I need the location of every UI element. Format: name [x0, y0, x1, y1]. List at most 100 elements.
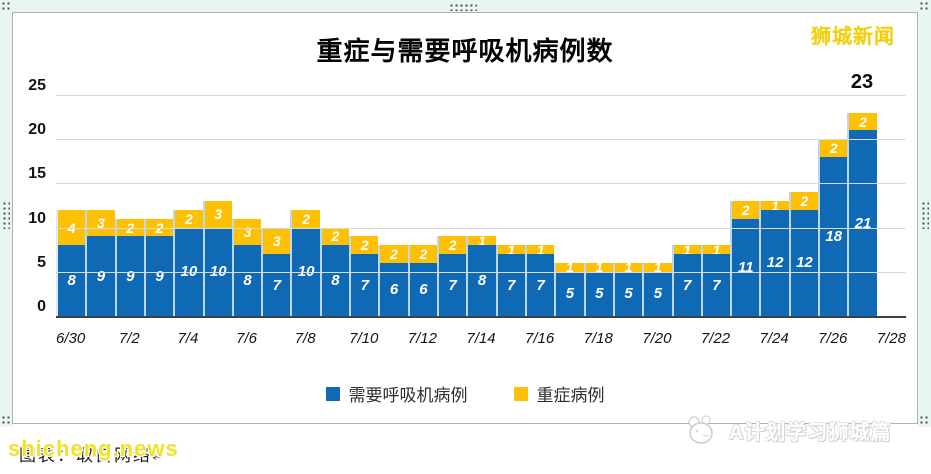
- bar-segment-severe: 3: [233, 218, 262, 246]
- legend-label-ventilator: 需要呼吸机病例: [348, 386, 468, 405]
- gridline: [56, 139, 906, 141]
- bar-segment-ventilator: 10: [204, 227, 232, 316]
- bar-segment-severe: 1: [468, 236, 496, 246]
- channel-watermark: A计划学习狮城篇: [729, 421, 892, 444]
- y-axis-tick-label: 20: [28, 121, 46, 139]
- x-axis-tick-label: 7/22: [700, 330, 731, 347]
- bar-segment-ventilator: 5: [614, 271, 643, 316]
- bar-segment-severe: 3: [87, 209, 115, 237]
- bar-segment-severe: 2: [439, 236, 467, 255]
- bar-segment-severe: 2: [732, 201, 760, 219]
- bar-segment-severe: 1: [761, 201, 789, 210]
- bar-segment-severe: 3: [263, 227, 291, 255]
- bar-segment-ventilator: 7: [526, 254, 555, 316]
- bar-segment-ventilator: 9: [116, 236, 144, 316]
- bar-segment-ventilator: 7: [351, 254, 379, 316]
- bar-segment-severe: 2: [409, 245, 438, 263]
- bar-segment-severe: 2: [175, 209, 203, 228]
- x-axis-tick-label: 7/20: [642, 330, 672, 347]
- bar-segment-ventilator: 5: [644, 271, 672, 316]
- bar-segment-severe: 2: [380, 245, 408, 263]
- bar-segment-severe: 1: [526, 245, 555, 255]
- legend-swatch-blue: [325, 386, 340, 401]
- chart-image[interactable]: 重症与需要呼吸机病例数 狮城新闻 48392929210310383721028…: [13, 13, 917, 423]
- bar-segment-ventilator: 7: [497, 254, 525, 316]
- selection-handle-middle-right[interactable]: [921, 201, 929, 229]
- bottom-left-watermark: 图表：取自网络↵ shicheng.news: [8, 434, 268, 472]
- x-axis-tick-label: 7/2: [118, 330, 140, 347]
- bar-stack: 3 10: [202, 201, 232, 316]
- x-axis-tick-label: 7/4: [177, 330, 199, 347]
- legend-item-severe: 重症病例: [513, 381, 605, 406]
- bar-segment-severe: 1: [585, 262, 613, 272]
- bar-segment-ventilator: 7: [263, 254, 291, 316]
- bar-segment-severe: 3: [204, 201, 232, 228]
- bar-stack: 2 10: [173, 209, 203, 316]
- bar-segment-severe: 1: [702, 245, 731, 255]
- x-axis-tick-label: 7/26: [818, 330, 848, 347]
- bar-segment-ventilator: 9: [145, 236, 174, 316]
- x-axis-tick-label: 7/24: [759, 330, 789, 347]
- gridline: [56, 95, 906, 96]
- bar-segment-ventilator: 5: [585, 271, 613, 316]
- selection-handle-top-middle[interactable]: [449, 3, 477, 11]
- selection-handle-top-right[interactable]: [919, 1, 930, 12]
- gridline: [56, 183, 906, 185]
- selection-handle-middle-left[interactable]: [2, 201, 10, 229]
- bar-stack: 48: [56, 209, 86, 316]
- bar-segment-severe: 2: [351, 236, 379, 255]
- bar-segment-ventilator: 7: [702, 254, 731, 316]
- y-axis-tick-label: 10: [28, 209, 46, 227]
- bar-segment-ventilator: 6: [380, 262, 408, 316]
- bar-segment-severe: 1: [497, 245, 525, 255]
- bar-segment-severe: 2: [321, 227, 350, 246]
- x-axis-tick-label: 7/12: [407, 330, 437, 347]
- bar-stack: 2 21: [847, 112, 877, 316]
- y-axis-tick-label: 5: [37, 253, 46, 271]
- total-annotation: 23: [850, 71, 874, 93]
- bar-stack: 29: [114, 218, 144, 316]
- x-axis-tick-label: 6/30: [56, 330, 86, 347]
- bar-segment-severe: 2: [849, 112, 877, 131]
- bar-stack: 29: [143, 218, 174, 316]
- gridline: [56, 227, 906, 229]
- mascot-logo-icon: [688, 415, 713, 444]
- bar-segment-severe: 1: [644, 262, 672, 272]
- image-caption-text: 图表：取自网络: [19, 446, 152, 465]
- bar-segment-ventilator: 11: [732, 218, 760, 316]
- bar-segment-ventilator: 8: [468, 245, 496, 316]
- bar-segment-ventilator: 7: [673, 254, 701, 316]
- selection-handle-bottom-right[interactable]: [919, 415, 930, 426]
- bar-segment-ventilator: 5: [556, 271, 584, 316]
- bar-segment-severe: 2: [790, 192, 819, 210]
- selection-handle-top-left[interactable]: [1, 1, 12, 12]
- legend-item-ventilator: 需要呼吸机病例: [325, 381, 468, 406]
- bar-segment-severe: 1: [614, 262, 643, 272]
- x-axis-tick-label: 7/18: [583, 330, 613, 347]
- y-axis-tick-label: 15: [28, 165, 46, 183]
- bar-stack: 2 11: [730, 201, 760, 316]
- plot-area: 4839292921031038372102827262627181717151…: [28, 77, 906, 318]
- bar-segment-ventilator: 12: [790, 209, 819, 316]
- selection-handle-bottom-left[interactable]: [1, 415, 12, 426]
- bar-segment-ventilator: 6: [409, 262, 438, 316]
- bottom-right-watermark: A计划学习狮城篇: [684, 414, 891, 446]
- x-axis-labels: 6/30 7/2 7/4 7/6 7/8 7/10 7/12 7/14 7/16 7/18 7/20…: [56, 330, 906, 350]
- bar-stack: 2 12: [788, 192, 819, 316]
- x-axis-tick-label: 7/10: [349, 330, 379, 347]
- bar-stack: 1 12: [759, 201, 789, 316]
- bar-segment-ventilator: 10: [292, 227, 320, 316]
